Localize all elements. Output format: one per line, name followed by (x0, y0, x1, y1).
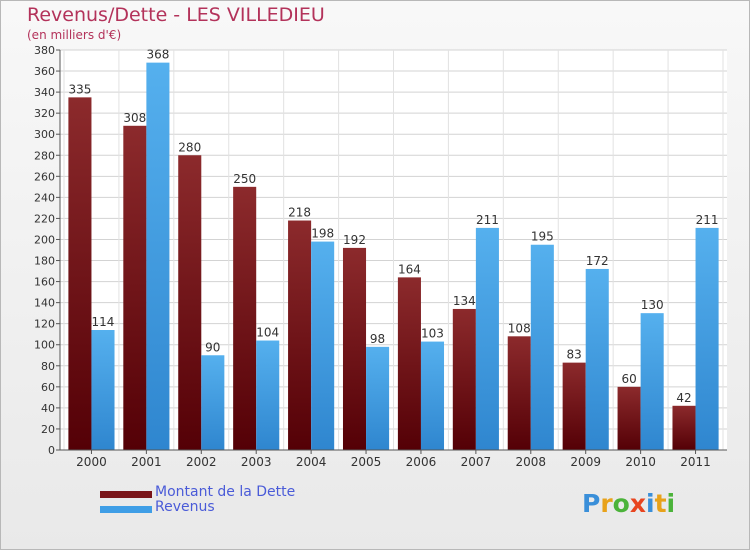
y-tick-label: 160 (34, 276, 55, 289)
bar-revenue (475, 227, 499, 450)
x-tick-label: 2009 (570, 455, 601, 469)
y-tick-label: 340 (34, 86, 55, 99)
data-label-debt: 108 (508, 321, 531, 335)
x-tick-label: 2003 (241, 455, 272, 469)
proxiti-logo: Proxiti (582, 489, 675, 518)
bar-revenue (640, 313, 664, 450)
data-label-debt: 134 (453, 294, 476, 308)
x-tick-label: 2004 (296, 455, 327, 469)
data-label-debt: 335 (68, 82, 91, 96)
x-tick-label: 2007 (461, 455, 492, 469)
y-tick-label: 40 (41, 402, 55, 415)
y-tick-label: 180 (34, 255, 55, 268)
chart-title: Revenus/Dette - LES VILLEDIEU (27, 4, 325, 26)
x-tick-label: 2006 (406, 455, 437, 469)
y-tick-label: 300 (34, 128, 55, 141)
data-label-debt: 42 (676, 391, 691, 405)
data-label-revenue: 114 (92, 315, 115, 329)
bar-debt (397, 277, 421, 450)
data-label-debt: 192 (343, 233, 366, 247)
y-tick-label: 0 (48, 444, 55, 457)
data-label-debt: 280 (178, 140, 201, 154)
data-label-debt: 250 (233, 172, 256, 186)
logo-letter: t (654, 489, 667, 518)
data-label-debt: 60 (621, 372, 636, 386)
y-tick-label: 380 (34, 44, 55, 57)
logo-letter: x (629, 489, 646, 518)
bar-revenue (311, 241, 335, 450)
data-label-debt: 308 (123, 111, 146, 125)
y-tick-label: 240 (34, 191, 55, 204)
y-tick-label: 220 (34, 212, 55, 225)
logo-letter: r (600, 489, 613, 518)
bar-debt (178, 155, 202, 450)
bar-revenue (91, 330, 115, 450)
x-tick-label: 2005 (351, 455, 382, 469)
data-label-debt: 218 (288, 206, 311, 220)
data-label-debt: 164 (398, 262, 421, 276)
logo-letter: i (666, 489, 676, 518)
data-label-revenue: 368 (146, 48, 169, 62)
data-label-revenue: 130 (641, 298, 664, 312)
y-tick-label: 100 (34, 339, 55, 352)
bar-debt (123, 125, 147, 450)
y-tick-label: 20 (41, 423, 55, 436)
bar-debt (233, 186, 257, 450)
x-tick-label: 2010 (625, 455, 656, 469)
data-label-revenue: 211 (696, 213, 719, 227)
x-tick-label: 2000 (76, 455, 107, 469)
bar-revenue (201, 355, 225, 450)
legend-label-debt: Montant de la Dette (155, 484, 296, 500)
bar-debt (562, 362, 586, 450)
data-label-revenue: 172 (586, 254, 609, 268)
data-label-debt: 83 (567, 348, 582, 362)
y-tick-label: 200 (34, 233, 55, 246)
y-tick-label: 320 (34, 107, 55, 120)
legend-label-revenue: Revenus (155, 499, 215, 515)
chart-subtitle: (en milliers d'€) (27, 28, 122, 42)
legend-swatch-revenue (100, 506, 152, 513)
x-tick-label: 2001 (131, 455, 162, 469)
data-label-revenue: 198 (311, 227, 334, 241)
data-label-revenue: 211 (476, 213, 499, 227)
logo-letter: i (646, 489, 655, 518)
bar-debt (672, 405, 696, 450)
bar-revenue (530, 244, 554, 450)
x-tick-label: 2011 (680, 455, 711, 469)
x-tick-label: 2008 (516, 455, 547, 469)
logo-letter: o (612, 489, 630, 518)
logo-letter: P (582, 489, 601, 518)
bar-debt (342, 247, 367, 450)
bar-debt (68, 97, 92, 451)
y-tick-label: 140 (34, 297, 55, 310)
y-tick-label: 260 (34, 170, 55, 183)
bar-debt (507, 336, 531, 450)
bar-revenue (366, 346, 390, 450)
bar-debt (288, 220, 312, 450)
y-tick-label: 120 (34, 318, 55, 331)
y-tick-label: 280 (34, 149, 55, 162)
data-label-revenue: 195 (531, 230, 554, 244)
bar-revenue (420, 341, 445, 450)
bar-debt (617, 386, 641, 450)
data-label-revenue: 90 (205, 340, 220, 354)
bar-revenue (146, 62, 170, 450)
bar-revenue (585, 268, 609, 450)
y-tick-label: 60 (41, 381, 55, 394)
x-tick-label: 2002 (186, 455, 217, 469)
bar-revenue (695, 227, 719, 450)
y-tick-label: 80 (41, 360, 55, 373)
y-tick-label: 360 (34, 65, 55, 78)
data-label-revenue: 104 (256, 326, 279, 340)
bar-debt (452, 308, 476, 450)
data-label-revenue: 103 (421, 327, 444, 341)
legend-swatch-debt (100, 491, 152, 498)
data-label-revenue: 98 (370, 332, 385, 346)
bar-revenue (256, 340, 280, 450)
